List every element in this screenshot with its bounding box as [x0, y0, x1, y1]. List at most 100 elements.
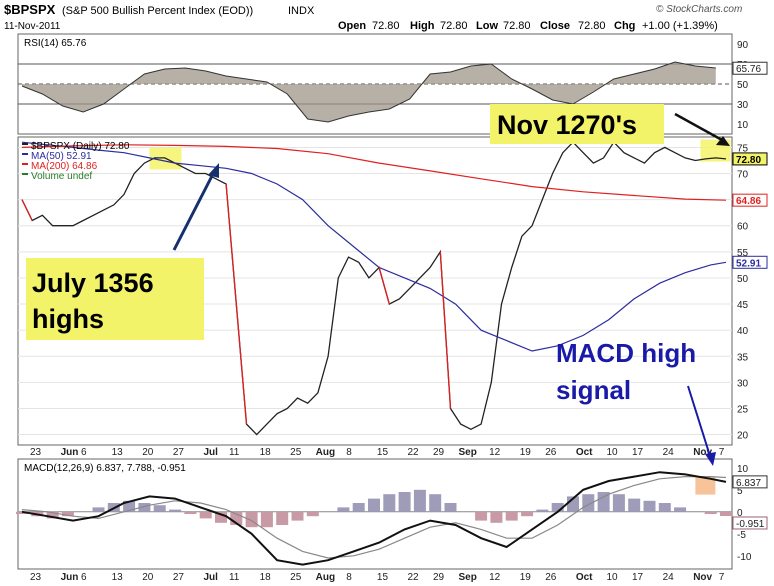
histogram-bar: [184, 511, 197, 514]
x-tick-label-macd: 27: [173, 572, 185, 583]
series-line-ma200: [21, 144, 727, 201]
legend-entry: MA(50) 52.91: [31, 151, 92, 162]
histogram-bar: [490, 511, 503, 523]
watermark: © StockCharts.com: [656, 4, 742, 15]
x-tick-label-macd: 26: [545, 572, 557, 583]
x-tick-label-price: 23: [30, 447, 42, 458]
x-tick-label-price: 10: [606, 447, 618, 458]
histogram-bar: [612, 494, 625, 512]
x-tick-label-macd: 13: [112, 572, 124, 583]
legend-entry: MA(200) 64.86: [31, 161, 98, 172]
histogram-last-value-box: [732, 516, 768, 530]
legend-swatch: [22, 163, 28, 165]
nov-callout-box: [490, 104, 664, 144]
histogram-bar: [215, 511, 227, 523]
chart-header: $BPSPX (S&P 500 Bullish Percent Index (E…: [4, 2, 742, 32]
x-tick-label-macd: Oct: [576, 572, 593, 583]
x-tick-label-macd: 7: [719, 572, 725, 583]
histogram-bar: [521, 511, 534, 517]
histogram-bar: [260, 511, 273, 528]
close-value: 72.80: [578, 20, 606, 32]
macd-last-value-box: [732, 475, 768, 489]
x-tick-label-macd: Jun: [61, 572, 79, 583]
rsi-tick-label: 50: [737, 80, 749, 91]
x-tick-label-price: 27: [173, 447, 185, 458]
x-tick-label-price: 7: [719, 447, 725, 458]
x-tick-label-macd: 12: [489, 572, 501, 583]
x-tick-label-price: 25: [290, 447, 302, 458]
nov-arrow-head: [716, 136, 730, 146]
histogram-bar: [169, 509, 182, 512]
last-value-label: 52.91: [736, 258, 761, 269]
index-decline-segments: [21, 183, 452, 425]
x-tick-label-price: 11: [229, 447, 240, 458]
x-tick-label-price: Nov: [693, 447, 712, 458]
macd-callout-line-1: MACD high: [556, 338, 696, 368]
x-tick-label-price: Jun: [61, 447, 79, 458]
x-tick-label-macd: Sep: [459, 572, 477, 583]
price-tick-label: 50: [737, 274, 749, 285]
macd-tick-label: -10: [737, 552, 752, 563]
rsi-legend: RSI(14) 65.76: [24, 38, 87, 49]
july-arrow-head: [208, 163, 219, 178]
nov-callout-text: Nov 1270's: [497, 110, 637, 140]
histogram-bar: [138, 503, 151, 512]
x-tick-label-macd: 24: [663, 572, 675, 583]
x-tick-label-price: 24: [663, 447, 675, 458]
last-value-box: [732, 255, 768, 269]
rsi-tick-label: 30: [737, 100, 749, 111]
macd-last-value: 6.837: [736, 478, 761, 489]
x-tick-label-macd: Jul: [203, 572, 218, 583]
histogram-bar: [245, 511, 258, 528]
macd-signal-line: [21, 476, 727, 559]
histogram-bar: [628, 498, 641, 512]
histogram-bar: [444, 503, 457, 512]
histogram-bar: [291, 511, 304, 521]
histogram-bar: [429, 494, 442, 512]
macd-peak-highlight: [695, 476, 716, 495]
x-tick-label-price: 17: [632, 447, 644, 458]
index-name: (S&P 500 Bullish Percent Index (EOD)): [62, 5, 253, 17]
legend-swatch: [22, 153, 28, 155]
price-tick-label: 25: [737, 404, 749, 415]
rsi-tick-label: 90: [737, 40, 749, 51]
x-tick-label-price: 15: [377, 447, 389, 458]
x-tick-label-price: 22: [408, 447, 420, 458]
x-tick-label-price: 6: [81, 447, 87, 458]
july-arrow: [172, 171, 216, 251]
macd-legend: MACD(12,26,9) 6.837, 7.788, -0.951: [24, 463, 186, 474]
x-tick-label-price: 18: [260, 447, 272, 458]
histogram-bar: [643, 500, 656, 512]
high-label: High: [410, 20, 435, 32]
legend-entry: $BPSPX (Daily) 72.80: [31, 141, 130, 152]
histogram-bar: [123, 500, 136, 512]
x-tick-label-macd: 6: [81, 572, 87, 583]
macd-arrow: [687, 385, 711, 457]
x-tick-label-macd: 25: [290, 572, 302, 583]
price-tick-label: 45: [737, 300, 749, 311]
x-tick-label-price: 13: [112, 447, 124, 458]
ticker-symbol: $BPSPX: [4, 2, 56, 17]
low-label: Low: [476, 20, 498, 32]
price-layer: 757065605550454035302520$BPSPX (Daily) 7…: [18, 139, 768, 442]
chg-value: +1.00 (+1.39%): [642, 20, 718, 32]
x-tick-label-macd: 11: [229, 572, 240, 583]
histogram-bar: [475, 511, 488, 521]
july-callout-box: [26, 258, 204, 340]
histogram-bar: [337, 507, 350, 512]
x-tick-label-price: Aug: [316, 447, 335, 458]
macd-tick-label: 5: [737, 486, 743, 497]
rsi-area: [22, 62, 716, 122]
histogram-bar: [199, 511, 212, 519]
last-value-box: [732, 152, 768, 166]
rsi-last-value-box: [732, 61, 768, 75]
histogram-bar: [46, 511, 59, 519]
rsi-last-value: 65.76: [736, 64, 761, 75]
x-tick-label-macd: 22: [408, 572, 420, 583]
price-tick-label: 35: [737, 352, 749, 363]
macd-arrow-head: [705, 452, 716, 466]
x-tick-label-macd: 8: [346, 572, 352, 583]
macd-callout-line-2: signal: [556, 375, 631, 405]
